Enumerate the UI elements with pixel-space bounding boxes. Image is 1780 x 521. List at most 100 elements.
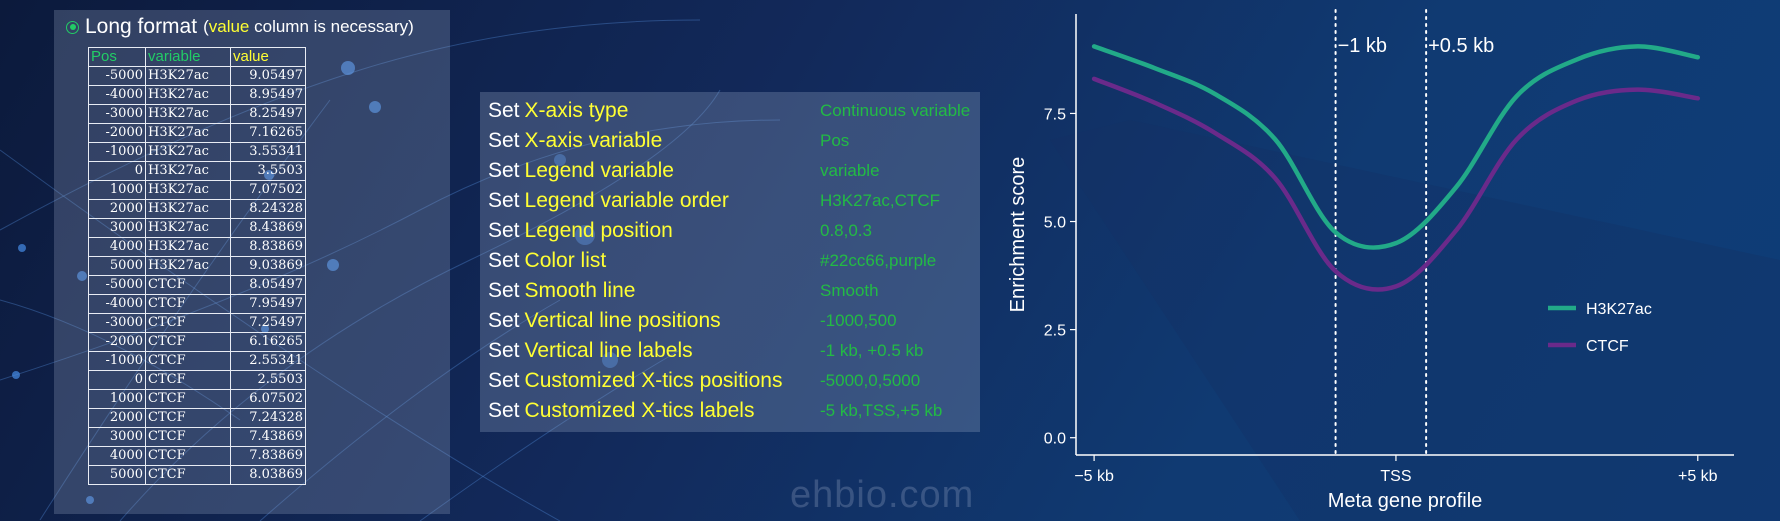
long-format-panel: Long format (value column is necessary) … bbox=[54, 10, 450, 514]
setting-row: Set Customized X-tics labels -5 kb,TSS,+5 … bbox=[488, 396, 978, 426]
cell-pos: 1000 bbox=[88, 180, 146, 200]
cell-value: 7.24328 bbox=[230, 408, 306, 428]
cell-value: 3.5503 bbox=[230, 161, 306, 181]
vertical-line-label: −1 kb bbox=[1338, 35, 1387, 57]
setting-row: Set X-axis variable Pos bbox=[488, 126, 978, 156]
cell-pos: -2000 bbox=[88, 123, 146, 143]
setting-row: Set Smooth line Smooth bbox=[488, 276, 978, 306]
cell-variable: CTCF bbox=[145, 275, 231, 295]
cell-pos: 2000 bbox=[88, 199, 146, 219]
setting-name: X-axis variable bbox=[524, 129, 663, 152]
cell-pos: -3000 bbox=[88, 313, 146, 333]
table-row: -1000 H3K27ac 3.55341 bbox=[88, 142, 306, 162]
setting-name: Smooth line bbox=[524, 279, 636, 302]
y-axis-label: Enrichment score bbox=[1007, 157, 1029, 313]
cell-variable: H3K27ac bbox=[145, 161, 231, 181]
setting-row: Set Color list #22cc66,purple bbox=[488, 246, 978, 276]
setting-set-word: Set bbox=[488, 339, 520, 362]
cell-value: 8.24328 bbox=[230, 199, 306, 219]
cell-value: 8.83869 bbox=[230, 237, 306, 257]
legend-label: CTCF bbox=[1586, 338, 1629, 355]
cell-variable: CTCF bbox=[145, 294, 231, 314]
cell-pos: 1000 bbox=[88, 389, 146, 409]
cell-variable: H3K27ac bbox=[145, 142, 231, 162]
setting-name: Legend variable bbox=[524, 159, 674, 182]
table-row: 2000 CTCF 7.24328 bbox=[88, 408, 306, 428]
cell-pos: 5000 bbox=[88, 465, 146, 485]
cell-variable: CTCF bbox=[145, 446, 231, 466]
setting-name: Color list bbox=[524, 249, 607, 272]
table-row: 3000 H3K27ac 8.43869 bbox=[88, 218, 306, 238]
cell-value: 9.03869 bbox=[230, 256, 306, 276]
setting-set-word: Set bbox=[488, 249, 520, 272]
header-pos: Pos bbox=[88, 47, 146, 67]
cell-value: 7.95497 bbox=[230, 294, 306, 314]
cell-value: 7.83869 bbox=[230, 446, 306, 466]
table-row: 4000 H3K27ac 8.83869 bbox=[88, 237, 306, 257]
cell-variable: H3K27ac bbox=[145, 218, 231, 238]
cell-value: 8.03869 bbox=[230, 465, 306, 485]
table-header-row: Pos variable value bbox=[88, 47, 306, 67]
line-chart: 0.0 2.5 5.0 7.5 −5 kb TSS +5 kb Meta gene profi… bbox=[1007, 9, 1734, 512]
panel-subtitle: (value column is necessary) bbox=[203, 17, 414, 36]
setting-name: X-axis type bbox=[524, 99, 629, 122]
setting-set-word: Set bbox=[488, 159, 520, 182]
table-row: -5000 CTCF 8.05497 bbox=[88, 275, 306, 295]
cell-value: 3.55341 bbox=[230, 142, 306, 162]
cell-value: 6.16265 bbox=[230, 332, 306, 352]
table-row: -3000 CTCF 7.25497 bbox=[88, 313, 306, 333]
cell-variable: H3K27ac bbox=[145, 237, 231, 257]
x-tick-label: TSS bbox=[1380, 468, 1411, 485]
setting-name: Vertical line labels bbox=[524, 339, 693, 362]
table-row: -5000 H3K27ac 9.05497 bbox=[88, 66, 306, 86]
cell-value: 8.05497 bbox=[230, 275, 306, 295]
y-tick-label: 2.5 bbox=[1044, 323, 1066, 340]
setting-value: Continuous variable bbox=[820, 101, 971, 120]
cell-variable: H3K27ac bbox=[145, 123, 231, 143]
table-row: 2000 H3K27ac 8.24328 bbox=[88, 199, 306, 219]
table-row: -4000 H3K27ac 8.95497 bbox=[88, 85, 306, 105]
long-format-option[interactable]: Long format (value column is necessary) bbox=[66, 12, 414, 42]
table-row: 0 H3K27ac 3.5503 bbox=[88, 161, 306, 181]
y-tick-label: 0.0 bbox=[1044, 431, 1066, 448]
y-tick-label: 5.0 bbox=[1044, 215, 1066, 232]
cell-variable: CTCF bbox=[145, 313, 231, 333]
cell-variable: H3K27ac bbox=[145, 66, 231, 86]
radio-selected-icon[interactable] bbox=[66, 20, 79, 34]
cell-variable: CTCF bbox=[145, 389, 231, 409]
setting-value: -1000,500 bbox=[820, 311, 897, 330]
cell-variable: H3K27ac bbox=[145, 256, 231, 276]
cell-value: 7.43869 bbox=[230, 427, 306, 447]
cell-pos: -1000 bbox=[88, 142, 146, 162]
table-row: 1000 CTCF 6.07502 bbox=[88, 389, 306, 409]
cell-pos: -4000 bbox=[88, 294, 146, 314]
setting-set-word: Set bbox=[488, 399, 520, 422]
setting-set-word: Set bbox=[488, 279, 520, 302]
cell-value: 8.25497 bbox=[230, 104, 306, 124]
cell-pos: -5000 bbox=[88, 66, 146, 86]
cell-pos: 5000 bbox=[88, 256, 146, 276]
vertical-line-label: +0.5 kb bbox=[1428, 35, 1494, 57]
cell-value: 6.07502 bbox=[230, 389, 306, 409]
table-row: -3000 H3K27ac 8.25497 bbox=[88, 104, 306, 124]
setting-value: 0.8,0.3 bbox=[820, 221, 872, 240]
table-row: -1000 CTCF 2.55341 bbox=[88, 351, 306, 371]
setting-set-word: Set bbox=[488, 129, 520, 152]
watermark: ehbio.com bbox=[790, 474, 975, 516]
cell-pos: 3000 bbox=[88, 218, 146, 238]
setting-set-word: Set bbox=[488, 369, 520, 392]
setting-set-word: Set bbox=[488, 309, 520, 332]
table-row: 3000 CTCF 7.43869 bbox=[88, 427, 306, 447]
setting-value: Smooth bbox=[820, 281, 879, 300]
setting-set-word: Set bbox=[488, 99, 520, 122]
cell-variable: H3K27ac bbox=[145, 85, 231, 105]
cell-value: 2.55341 bbox=[230, 351, 306, 371]
cell-value: 7.16265 bbox=[230, 123, 306, 143]
legend-label: H3K27ac bbox=[1586, 301, 1652, 318]
setting-set-word: Set bbox=[488, 189, 520, 212]
table-row: 5000 CTCF 8.03869 bbox=[88, 465, 306, 485]
series-line-ctcf bbox=[1091, 76, 1701, 292]
long-format-table: Pos variable value -5000 H3K27ac 9.05497 -4… bbox=[88, 47, 306, 485]
setting-name: Legend position bbox=[524, 219, 673, 242]
setting-name: Customized X-tics positions bbox=[524, 369, 783, 392]
